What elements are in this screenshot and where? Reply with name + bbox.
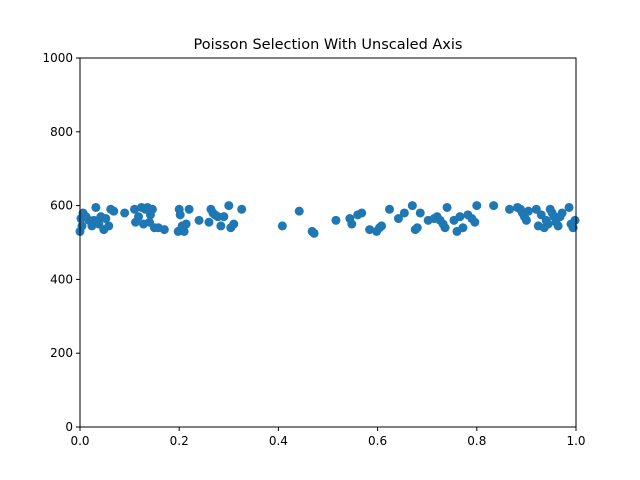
- data-point: [472, 201, 482, 211]
- data-point: [237, 204, 247, 214]
- data-point: [412, 223, 422, 233]
- data-point: [407, 201, 417, 211]
- data-point: [219, 212, 229, 222]
- x-tick-label: 0.6: [368, 434, 387, 448]
- x-tick-label: 0.0: [70, 434, 89, 448]
- data-point: [101, 214, 111, 224]
- data-point: [505, 204, 515, 214]
- data-point: [377, 221, 387, 231]
- plot-area-frame: [79, 57, 577, 428]
- data-point: [458, 223, 468, 233]
- data-point: [159, 225, 169, 235]
- data-point: [216, 221, 226, 231]
- data-point: [455, 212, 465, 222]
- data-point: [147, 204, 157, 214]
- data-point: [399, 208, 409, 218]
- y-tick-label: 600: [50, 199, 73, 213]
- data-point: [134, 212, 144, 222]
- x-tick-label: 0.4: [269, 434, 288, 448]
- data-point: [277, 221, 287, 231]
- y-tick-label: 200: [50, 346, 73, 360]
- data-point: [385, 204, 395, 214]
- data-point: [294, 206, 304, 216]
- y-tick-label: 0: [65, 420, 73, 434]
- data-point: [521, 215, 531, 225]
- data-point: [130, 204, 140, 214]
- data-point: [179, 226, 189, 236]
- data-point: [357, 208, 367, 218]
- data-point: [489, 201, 499, 211]
- data-point: [104, 221, 114, 231]
- data-point: [347, 219, 357, 229]
- data-point: [229, 219, 239, 229]
- data-point: [309, 228, 319, 238]
- x-tick-label: 0.8: [467, 434, 486, 448]
- data-point: [204, 217, 214, 227]
- y-tick-label: 1000: [42, 51, 73, 65]
- chart-title: Poisson Selection With Unscaled Axis: [194, 37, 463, 53]
- data-points: [75, 201, 580, 238]
- data-point: [557, 208, 567, 218]
- x-tick-label: 1.0: [566, 434, 585, 448]
- x-tick-label: 0.2: [170, 434, 189, 448]
- data-point: [440, 223, 450, 233]
- data-point: [415, 208, 425, 218]
- data-point: [543, 219, 553, 229]
- y-tick-label: 400: [50, 272, 73, 286]
- y-tick-label: 800: [50, 125, 73, 139]
- data-point: [120, 208, 130, 218]
- data-point: [568, 223, 578, 233]
- data-point: [331, 215, 341, 225]
- data-point: [365, 225, 375, 235]
- data-point: [564, 202, 574, 212]
- data-point: [194, 215, 204, 225]
- data-point: [570, 215, 580, 225]
- data-point: [553, 221, 563, 231]
- data-point: [224, 201, 234, 211]
- data-point: [470, 217, 480, 227]
- data-point: [109, 206, 119, 216]
- data-point: [175, 210, 185, 220]
- x-axis: 0.0 0.2 0.4 0.6 0.8 1.0: [70, 427, 586, 448]
- data-point: [184, 204, 194, 214]
- data-point: [523, 206, 533, 216]
- data-point: [181, 219, 191, 229]
- data-point: [442, 202, 452, 212]
- data-point: [91, 202, 101, 212]
- y-axis: 0 200 400 600 800 1000: [42, 51, 80, 434]
- data-point: [393, 214, 403, 224]
